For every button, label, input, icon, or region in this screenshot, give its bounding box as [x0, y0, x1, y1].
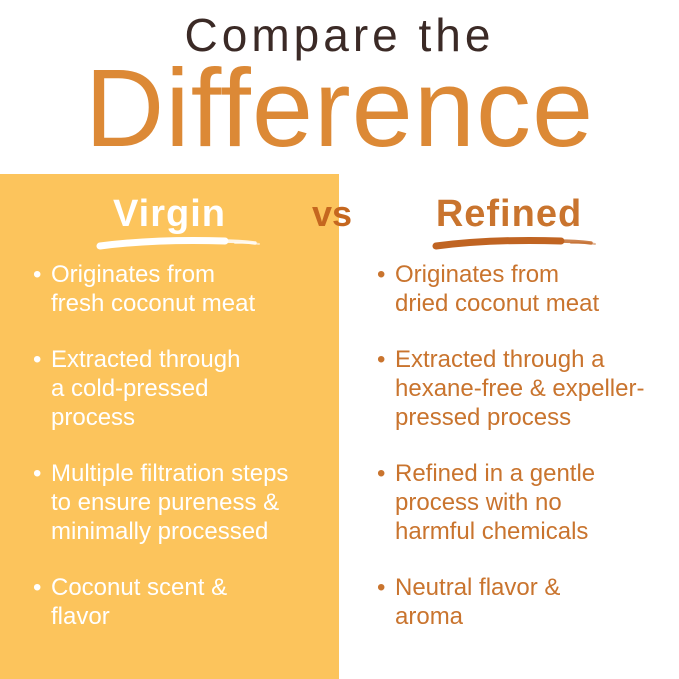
refined-heading: Refined	[435, 193, 583, 235]
refined-underline-brush-stroke	[432, 237, 596, 250]
virgin-list-item: • Multiple filtration steps to ensure pu…	[33, 459, 339, 546]
refined-column: Refined • Originates from dried coconut …	[339, 174, 679, 679]
bullet-icon: •	[377, 261, 386, 288]
page-title-line-2: Difference	[84, 47, 595, 170]
list-item-text: Refined in a gentle process with no harm…	[395, 460, 596, 545]
refined-bullet-list: • Originates from dried coconut meat • E…	[339, 260, 679, 631]
bullet-icon: •	[33, 346, 42, 373]
bullet-icon: •	[377, 574, 386, 601]
list-item-text: Coconut scent & flavor	[51, 574, 228, 630]
refined-list-item: • Neutral flavor & aroma	[377, 573, 679, 631]
list-item-text: Originates from fresh coconut meat	[51, 261, 256, 317]
virgin-list-item: • Originates from fresh coconut meat	[33, 260, 339, 318]
refined-header: Refined	[339, 192, 679, 250]
list-item-text: Multiple filtration steps to ensure pure…	[51, 460, 289, 545]
list-item-text: Originates from dried coconut meat	[395, 261, 600, 317]
refined-list-item: • Extracted through a hexane-free & expe…	[377, 345, 679, 432]
refined-list-item: • Originates from dried coconut meat	[377, 260, 679, 318]
virgin-bullet-list: • Originates from fresh coconut meat • E…	[0, 260, 339, 631]
virgin-list-item: • Coconut scent & flavor	[33, 573, 339, 631]
refined-list-item: • Refined in a gentle process with no ha…	[377, 459, 679, 546]
list-item-text: Neutral flavor & aroma	[395, 574, 561, 630]
virgin-underline-brush-stroke	[96, 237, 260, 250]
bullet-icon: •	[33, 574, 42, 601]
virgin-heading: Virgin	[113, 193, 226, 235]
bullet-icon: •	[33, 460, 42, 487]
page-title-line-1: Compare the	[184, 9, 495, 61]
bullet-icon: •	[33, 261, 42, 288]
bullet-icon: •	[377, 460, 386, 487]
virgin-header: Virgin	[0, 192, 339, 250]
virgin-list-item: • Extracted through a cold-pressed proce…	[33, 345, 339, 432]
virgin-column: Virgin • Originates from fresh coconut m…	[0, 174, 339, 679]
vs-label: vs	[312, 193, 353, 234]
list-item-text: Extracted through a cold-pressed process	[51, 346, 241, 431]
title-block: Compare the Difference	[0, 0, 679, 170]
list-item-text: Extracted through a hexane-free & expell…	[395, 346, 645, 431]
bullet-icon: •	[377, 346, 386, 373]
comparison-panel: Virgin • Originates from fresh coconut m…	[0, 174, 679, 679]
